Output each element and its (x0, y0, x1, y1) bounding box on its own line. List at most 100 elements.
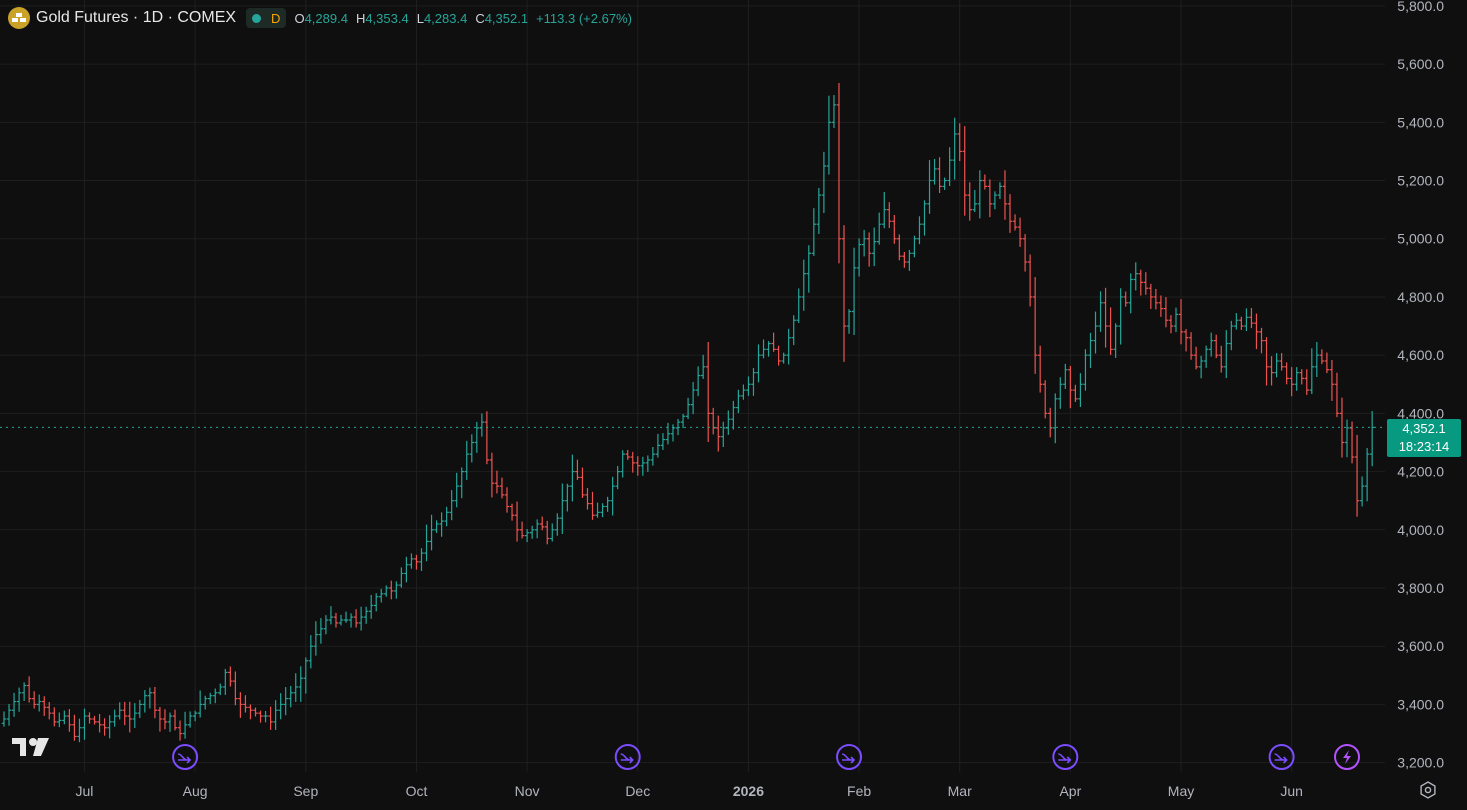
ohlc-bar (534, 519, 540, 539)
ohlc-bar (1259, 327, 1264, 354)
ohlc-bar (419, 548, 424, 571)
ohlc-bar (1364, 447, 1370, 502)
ohlc-bar (414, 554, 419, 570)
ohlc-bar (1304, 369, 1309, 395)
ohlc-bar (177, 720, 183, 741)
dividend-arrow-icon (614, 744, 641, 770)
ohlc-bar (358, 606, 364, 631)
ohlc-bar (429, 514, 434, 551)
ohlc-bar (791, 315, 796, 346)
time-tick-label: Mar (948, 783, 972, 799)
price-axis: 3,200.0 3,400.0 3,600.0 3,800.0 4,000.0 4,200… (1397, 0, 1444, 771)
ohlc-bar (831, 95, 837, 128)
time-tick-label: Nov (515, 783, 540, 799)
symbol-title[interactable]: Gold Futures · 1D · COMEX (36, 9, 237, 26)
ohlc-bar (187, 711, 193, 728)
ohlc-bar (494, 470, 500, 494)
ohlc-bar (972, 190, 977, 213)
ohlc-bar (811, 208, 817, 256)
ohlc-bar (1083, 349, 1088, 391)
ohlc-bar (585, 488, 590, 510)
ohlc-bar (258, 710, 263, 723)
ohlc-bar (947, 147, 952, 187)
ohlc-bar (776, 345, 781, 366)
bar-countdown: 18:23:14 (1398, 439, 1450, 454)
ohlc-bar (580, 467, 585, 498)
ohlc-bar (1239, 316, 1244, 330)
ohlc-bar (348, 613, 354, 628)
ohlc-bar (962, 126, 967, 216)
ohlc-bar (932, 159, 937, 185)
ohlc-bar (1269, 356, 1274, 386)
dividend-arrow-icon (1052, 744, 1079, 770)
ohlc-bar (610, 476, 615, 516)
ohlc-bar (157, 706, 163, 732)
ohlc-bar (746, 376, 751, 396)
ohlc-bar (26, 676, 32, 703)
ohlc-bar (1012, 214, 1018, 231)
ohlc-bar (871, 227, 877, 267)
ohlc-bar (1, 711, 7, 727)
ohlc-bar (736, 389, 741, 414)
ohlc-bar (1058, 377, 1063, 409)
ohlc-bar (278, 693, 283, 720)
ohlc-bar (132, 703, 137, 728)
ohlc-bar (16, 687, 22, 712)
ohlc-bar (1048, 407, 1053, 438)
marker-glyph (1058, 753, 1072, 764)
ohlc-bar (1063, 363, 1068, 389)
ohlc-bar (253, 707, 258, 717)
price-tick-label: 4,400.0 (1397, 405, 1444, 421)
ohlc-bar (982, 174, 988, 190)
close-value: 4,352.1 (484, 10, 529, 26)
ohlc-bar (1244, 308, 1249, 332)
ohlc-bar (112, 709, 117, 727)
ohlc-bar (368, 594, 374, 619)
ohlc-bar (806, 245, 811, 293)
ohlc-bar (826, 95, 832, 175)
time-tick-label: May (1168, 783, 1194, 799)
ohlc-bar (1138, 269, 1143, 296)
ohlc-bar (333, 612, 339, 628)
marker-ring (1052, 744, 1079, 770)
tradingview-logo-icon[interactable] (12, 736, 50, 763)
ohlc-bar (208, 692, 213, 705)
ohlc-bar (942, 177, 947, 190)
status-pill[interactable]: D (246, 8, 287, 28)
ohlc-bar (1339, 397, 1345, 458)
ohlc-bar (1203, 345, 1209, 368)
ohlc-bar (1007, 194, 1013, 233)
gear-icon[interactable] (1419, 781, 1437, 804)
ohlc-bar (1032, 277, 1038, 374)
ohlc-bar (1314, 341, 1320, 377)
ohlc-bar (514, 501, 520, 542)
ohlc-bar (545, 520, 550, 545)
price-tick-label: 3,400.0 (1397, 696, 1444, 712)
ohlc-bar (700, 354, 706, 379)
ohlc-bar (213, 688, 218, 704)
ohlc-bar (922, 200, 927, 236)
ohlc-bar (912, 235, 917, 258)
ohlc-bar (293, 673, 298, 702)
ohlc-bar (1294, 367, 1299, 391)
ohlc-bar (1329, 360, 1335, 401)
ohlc-bar (439, 512, 444, 537)
ohlc-bar (1143, 272, 1149, 295)
ohlc-bar (846, 309, 852, 334)
dividend-arrow-icon (1268, 744, 1295, 770)
last-price-label: 4,352.1 18:23:14 (1387, 419, 1461, 457)
ohlc-bar (1234, 313, 1239, 330)
ohlc-bar (655, 433, 661, 458)
ohlc-bar (228, 666, 233, 687)
ohlc-bar (1299, 369, 1304, 385)
ohlc-bar (1214, 334, 1219, 359)
ohlc-bar (122, 701, 127, 726)
marker-glyph (1343, 750, 1352, 764)
open-value: 4,289.4 (304, 10, 348, 26)
ohlc-bars (1, 82, 1375, 743)
ohlc-bar (565, 483, 570, 512)
ohlc-bar (570, 454, 575, 502)
ohlc-bar (590, 491, 595, 520)
ohlc-bar (499, 477, 505, 499)
